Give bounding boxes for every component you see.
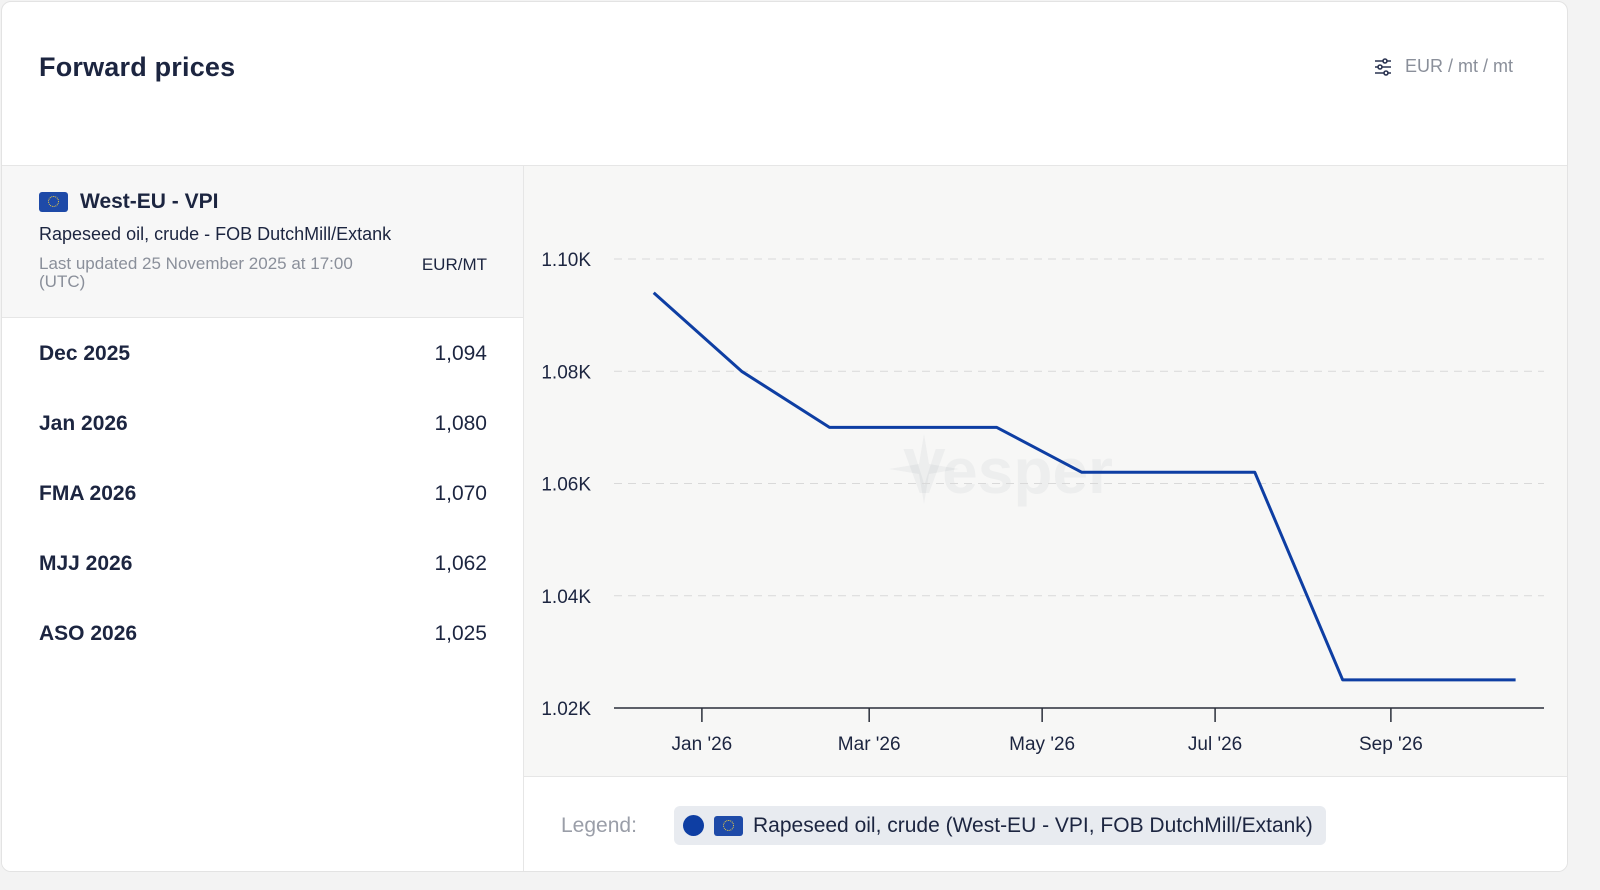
x-tick-label: Sep '26 <box>1359 734 1423 755</box>
row-period: Jan 2026 <box>39 412 128 435</box>
series-name: West-EU - VPI <box>80 190 219 213</box>
price-rows: Dec 2025 1,094 Jan 2026 1,080 FMA 2026 1… <box>2 318 523 668</box>
x-tick-label: Jul '26 <box>1188 734 1242 755</box>
x-tick-label: May '26 <box>1009 734 1075 755</box>
last-updated-text: Last updated 25 November 2025 at 17:00 (… <box>39 254 353 291</box>
eu-flag-icon <box>714 815 743 836</box>
series-header: West-EU - VPI Rapeseed oil, crude - FOB … <box>2 166 523 318</box>
y-tick-label: 1.06K <box>541 475 591 496</box>
row-price: 1,025 <box>434 622 487 645</box>
legend-item[interactable]: Rapeseed oil, crude (West-EU - VPI, FOB … <box>674 806 1326 845</box>
eu-flag-icon <box>39 192 68 212</box>
legend-label: Legend: <box>561 814 637 837</box>
price-row[interactable]: MJJ 2026 1,062 <box>2 528 523 598</box>
unit-selector-button[interactable]: EUR / mt / mt <box>1373 56 1513 77</box>
row-price: 1,062 <box>434 552 487 575</box>
y-tick-label: 1.08K <box>541 362 591 383</box>
legend-bar: Legend: Rapeseed oil, crude (West-EU - V… <box>524 776 1567 871</box>
row-period: Dec 2025 <box>39 342 131 365</box>
price-row[interactable]: Dec 2025 1,094 <box>2 318 523 388</box>
price-row[interactable]: ASO 2026 1,025 <box>2 598 523 668</box>
forward-prices-card: Forward prices EUR / mt / mt West-EU - V… <box>1 1 1568 872</box>
row-price: 1,080 <box>434 412 487 435</box>
unit-selector-label: EUR / mt / mt <box>1405 56 1513 76</box>
y-tick-label: 1.10K <box>541 250 591 271</box>
series-line <box>652 291 1516 682</box>
series-product: Rapeseed oil, crude - FOB DutchMill/Exta… <box>39 224 392 244</box>
page-title: Forward prices <box>39 52 236 82</box>
price-list-panel: West-EU - VPI Rapeseed oil, crude - FOB … <box>2 166 524 871</box>
series-color-dot <box>683 815 704 836</box>
price-row[interactable]: Jan 2026 1,080 <box>2 388 523 458</box>
row-period: MJJ 2026 <box>39 552 133 575</box>
series-unit: EUR/MT <box>421 255 487 274</box>
row-period: ASO 2026 <box>39 622 138 645</box>
sliders-icon <box>1373 57 1393 77</box>
y-tick-label: 1.02K <box>541 699 591 720</box>
price-row[interactable]: FMA 2026 1,070 <box>2 458 523 528</box>
legend-item-label: Rapeseed oil, crude (West-EU - VPI, FOB … <box>753 813 1313 837</box>
card-header: Forward prices EUR / mt / mt <box>2 2 1567 166</box>
x-tick-label: Jan '26 <box>672 734 733 755</box>
row-price: 1,094 <box>434 342 487 365</box>
row-price: 1,070 <box>434 482 487 505</box>
row-period: FMA 2026 <box>39 482 137 505</box>
x-tick-label: Mar '26 <box>838 734 901 755</box>
y-tick-label: 1.04K <box>541 587 591 608</box>
chart-svg: 1.02K 1.04K 1.06K 1.08K 1.10K Jan '26 Mar '26 M… <box>541 250 1544 755</box>
